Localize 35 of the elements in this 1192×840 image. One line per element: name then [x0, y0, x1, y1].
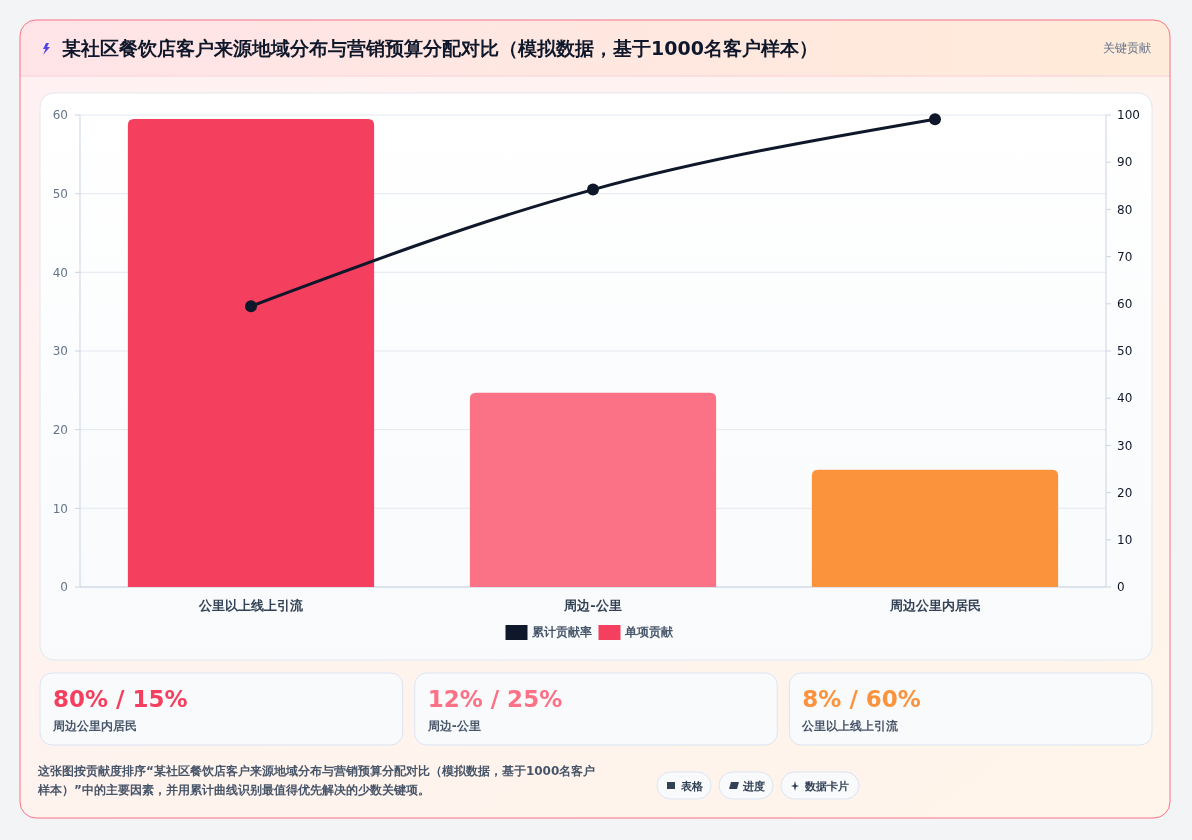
text: 这张图按贡献度排序“某社区餐饮店客户来源地域分布与营销预算分配对比（模拟数据，基于1000名客户样本）”中的主要因素，并用累计曲线识别最值得优先解决的少数关键项。: [37, 764, 596, 797]
y2-tick-label: 80: [1117, 202, 1133, 217]
text: 8% / 60%: [802, 686, 921, 712]
y-tick-label: 20: [52, 422, 68, 437]
text: 周边公里内居民: [52, 719, 137, 733]
y-tick-label: 40: [52, 265, 68, 280]
text: 80% / 15%: [53, 686, 188, 712]
y2-tick-label: 10: [1117, 533, 1133, 547]
y2-tick-label: 90: [1117, 155, 1133, 170]
text: 公里以上线上引流: [801, 719, 900, 733]
text: 表格: [680, 779, 704, 793]
y2-tick-label: 60: [1117, 297, 1133, 311]
y-tick-label: 0: [60, 580, 68, 595]
y-tick-label: 50: [52, 186, 68, 201]
text: 12% / 25%: [427, 686, 563, 712]
y-tick-label: 10: [52, 501, 68, 516]
x-tick-label: 周边-公里: [563, 598, 622, 613]
y2-tick-label: 70: [1117, 249, 1133, 264]
y-tick-label: 60: [52, 108, 68, 123]
text: 周边-公里: [426, 719, 481, 733]
y2-tick-label: 30: [1117, 438, 1133, 453]
y2-tick-label: 20: [1117, 485, 1133, 500]
text: 数据卡片: [804, 779, 849, 793]
legend-label: 累计贡献率: [530, 625, 592, 640]
text: 关键贡献: [1103, 41, 1151, 55]
y-tick-label: 30: [52, 344, 68, 359]
y2-tick-label: 50: [1117, 344, 1133, 359]
text: 进度: [742, 779, 765, 793]
y2-tick-label: 40: [1117, 391, 1133, 406]
legend-label: 单项贡献: [623, 625, 674, 640]
x-tick-label: 公里以上线上引流: [198, 598, 304, 613]
chart-title: 某社区餐饮店客户来源地域分布与营销预算分配对比（模拟数据，基于1000名客户样本）: [62, 37, 818, 59]
y2-tick-label: 0: [1117, 580, 1125, 595]
y2-tick-label: 100: [1117, 108, 1140, 123]
x-tick-label: 周边公里内居民: [888, 598, 981, 613]
